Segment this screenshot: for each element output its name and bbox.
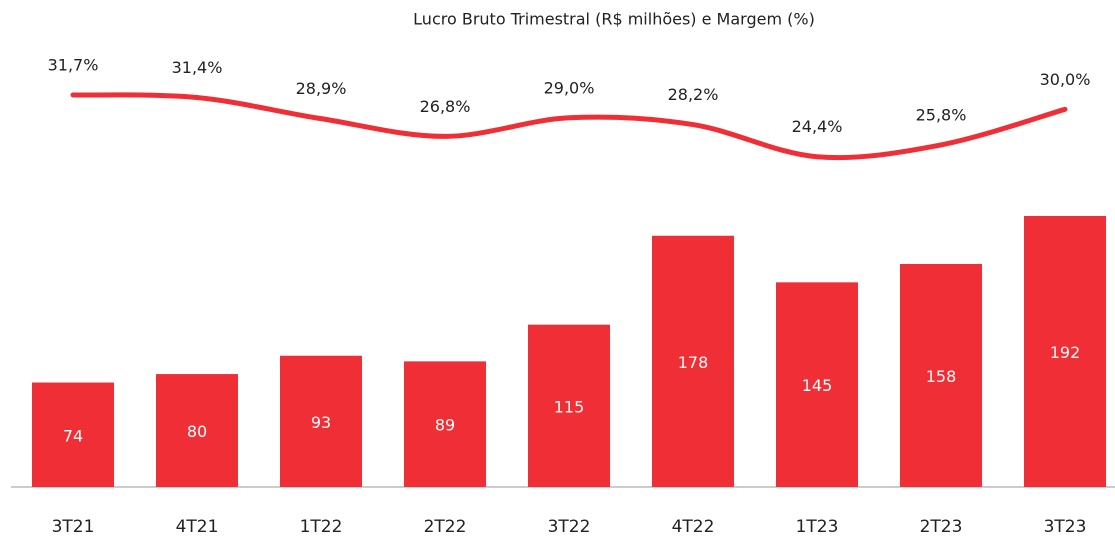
bar xyxy=(900,263,982,487)
line-value-label: 29,0% xyxy=(544,78,595,97)
x-tick-label: 3T23 xyxy=(1044,517,1087,537)
bar xyxy=(776,282,858,487)
bar xyxy=(156,374,238,487)
bar xyxy=(1024,215,1106,487)
bar-value-label: 158 xyxy=(926,367,957,386)
line-value-label: 24,4% xyxy=(792,117,843,136)
line-value-label: 31,7% xyxy=(48,55,99,74)
line-value-label: 26,8% xyxy=(420,97,471,116)
bar xyxy=(280,355,362,487)
bar xyxy=(528,324,610,487)
x-tick-label: 3T22 xyxy=(548,517,591,537)
x-tick-label: 4T21 xyxy=(176,517,219,537)
bar-value-label: 93 xyxy=(311,413,331,432)
line-value-label: 28,9% xyxy=(296,79,347,98)
line-value-label: 25,8% xyxy=(916,105,967,124)
bar-value-label: 89 xyxy=(435,416,455,435)
bar-value-label: 115 xyxy=(554,397,585,416)
x-tick-label: 3T21 xyxy=(52,517,95,537)
line-value-label: 31,4% xyxy=(172,58,223,77)
line-value-label: 30,0% xyxy=(1040,70,1091,89)
margin-line xyxy=(70,92,1068,161)
x-tick-label: 1T23 xyxy=(796,517,839,537)
bar-value-label: 80 xyxy=(187,422,207,441)
bar-value-label: 74 xyxy=(63,426,83,445)
x-tick-label: 2T23 xyxy=(920,517,963,537)
x-tick-label: 1T22 xyxy=(300,517,343,537)
chart-title: Lucro Bruto Trimestral (R$ milhões) e Ma… xyxy=(413,10,815,29)
x-tick-label: 2T22 xyxy=(424,517,467,537)
x-tick-label: 4T22 xyxy=(672,517,715,537)
bar xyxy=(652,235,734,487)
line-value-label: 28,2% xyxy=(668,85,719,104)
bar-value-label: 192 xyxy=(1050,343,1081,362)
bar-value-label: 178 xyxy=(678,353,709,372)
bar xyxy=(32,382,114,487)
bar xyxy=(404,361,486,487)
bar-value-label: 145 xyxy=(802,376,833,395)
